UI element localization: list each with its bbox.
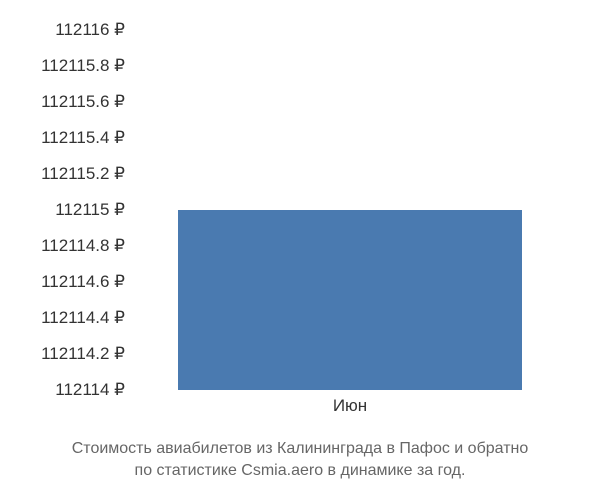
y-tick-label: 112115.6 ₽: [0, 92, 125, 112]
caption-line-1: Стоимость авиабилетов из Калининграда в …: [72, 440, 529, 457]
y-tick-label: 112114.2 ₽: [0, 344, 125, 364]
y-tick-label: 112115.4 ₽: [0, 128, 125, 148]
plot-area: [130, 30, 570, 390]
y-tick-label: 112114 ₽: [0, 380, 125, 400]
y-tick-label: 112114.8 ₽: [0, 236, 125, 256]
y-tick-label: 112115.8 ₽: [0, 56, 125, 76]
bar: [178, 210, 521, 390]
y-tick-label: 112114.4 ₽: [0, 308, 125, 328]
x-tick-label: Июн: [130, 396, 570, 416]
price-chart: 112116 ₽ 112115.8 ₽ 112115.6 ₽ 112115.4 ₽ 11…: [0, 0, 600, 500]
y-axis: 112116 ₽112115.8 ₽112115.6 ₽112115.4 ₽11…: [0, 30, 125, 390]
chart-caption: Стоимость авиабилетов из Калининграда в …: [0, 438, 600, 481]
y-tick-label: 112115.2 ₽: [0, 164, 125, 184]
y-tick-label: 112116 ₽: [0, 20, 125, 40]
caption-line-2: по статистике Csmia.aero в динамике за г…: [135, 462, 466, 479]
y-tick-label: 112114.6 ₽: [0, 272, 125, 292]
y-tick-label: 112115 ₽: [0, 200, 125, 220]
